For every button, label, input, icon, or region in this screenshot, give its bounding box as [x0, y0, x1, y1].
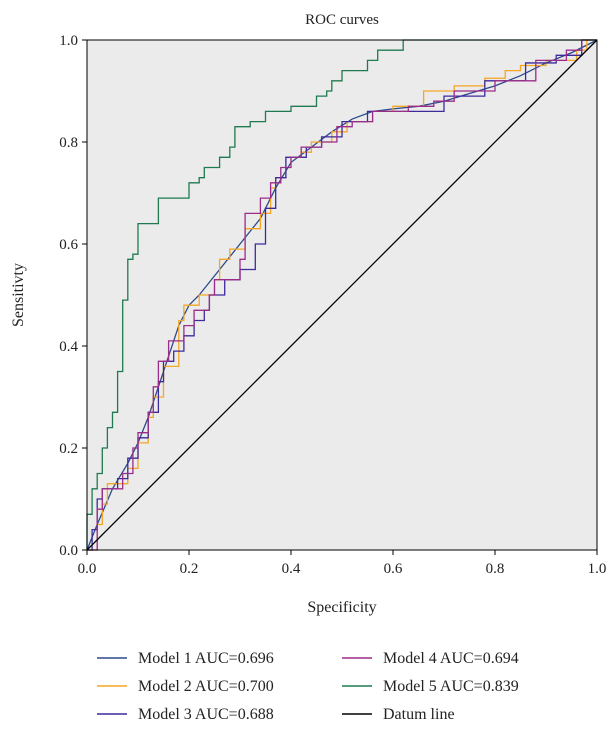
x-tick-label: 0.8 — [486, 561, 505, 577]
y-tick-label: 0.6 — [59, 237, 78, 253]
x-axis-label: Specificity — [307, 599, 376, 616]
series-line-6 — [86, 39, 598, 551]
x-tick-label: 0.6 — [384, 561, 403, 577]
y-tick-label: 1.0 — [59, 33, 78, 49]
x-tick-label: 0.4 — [282, 561, 301, 577]
plot-frame — [86, 39, 598, 551]
legend-label-3: Model 3 AUC=0.688 — [138, 706, 274, 723]
series-line-4 — [87, 39, 597, 551]
series-layer — [86, 39, 598, 551]
legend: Model 1 AUC=0.696 Model 2 AUC=0.700 Model … — [97, 650, 519, 723]
y-tick-label: 0.8 — [59, 135, 78, 151]
legend-label-4: Model 4 AUC=0.694 — [383, 650, 519, 667]
x-tick-label: 1.0 — [588, 561, 607, 577]
legend-label-6: Datum line — [383, 706, 455, 723]
legend-label-1: Model 1 AUC=0.696 — [138, 650, 274, 667]
legend-label-2: Model 2 AUC=0.700 — [138, 678, 274, 695]
y-axis-label: Sensitivty — [10, 263, 27, 327]
series-line-2 — [87, 39, 597, 551]
y-tick-label: 0.4 — [59, 339, 78, 355]
ticks-layer: 0.0 0.2 0.4 0.6 0.8 1.0 0.0 0.2 0.4 0.6 0.8 1.0 — [59, 33, 606, 577]
x-tick-label: 0.0 — [78, 561, 97, 577]
y-tick-label: 0.0 — [59, 543, 78, 559]
series-line-5 — [86, 39, 597, 550]
chart-title: ROC curves — [305, 12, 379, 28]
x-tick-label: 0.2 — [180, 561, 199, 577]
y-tick-label: 0.2 — [59, 441, 78, 457]
legend-label-5: Model 5 AUC=0.839 — [383, 678, 519, 695]
